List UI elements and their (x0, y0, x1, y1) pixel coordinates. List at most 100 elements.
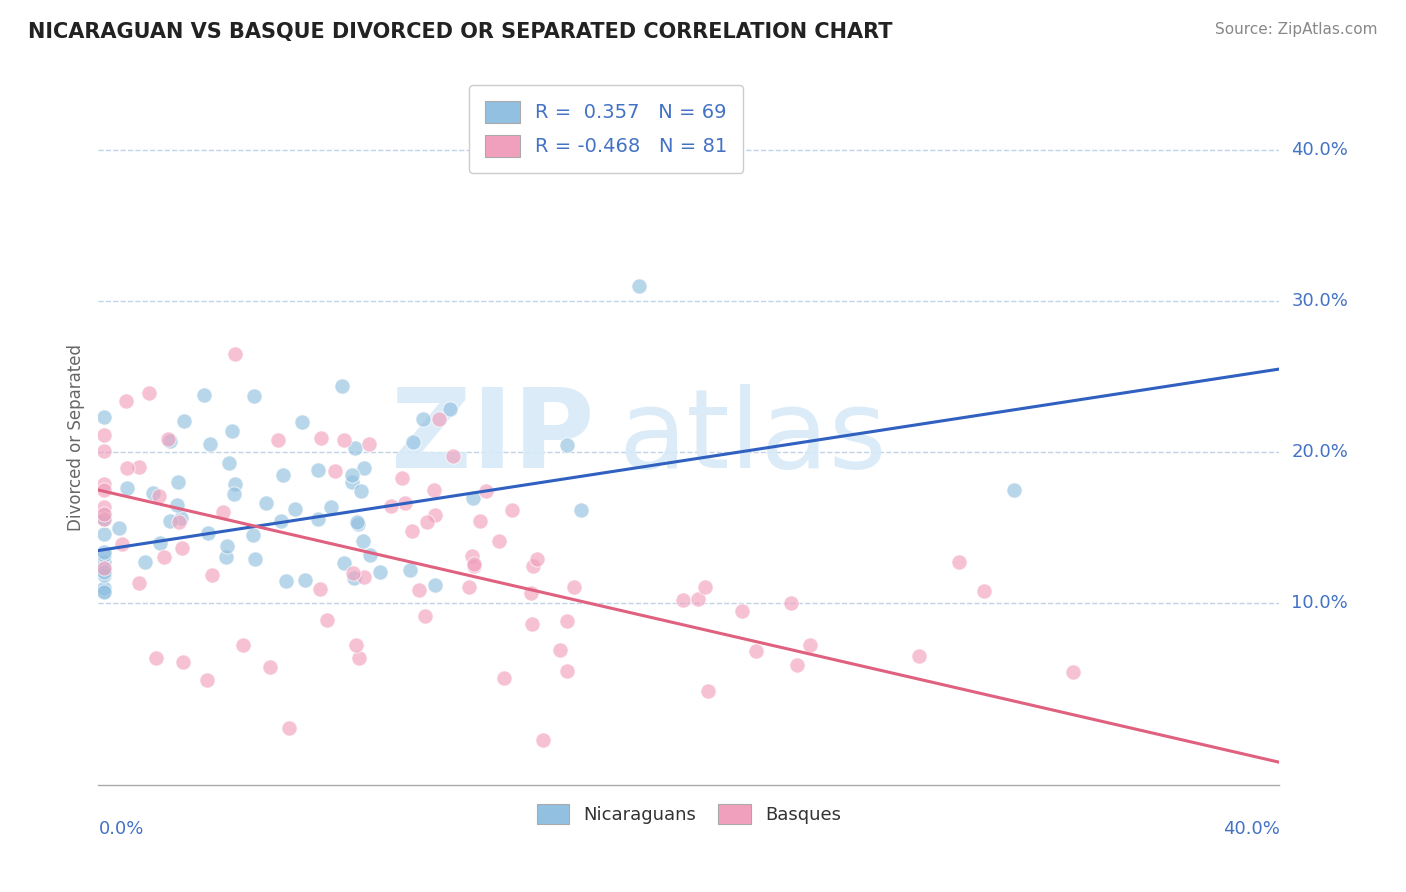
Point (458, 580, 481, 594)
Point (149, 536, 172, 550)
Point (353, 461, 375, 475)
Text: ZIP: ZIP (391, 384, 595, 491)
Text: NICARAGUAN VS BASQUE DIVORCED OR SEPARATED CORRELATION CHART: NICARAGUAN VS BASQUE DIVORCED OR SEPARAT… (28, 22, 893, 42)
Point (93, 409, 115, 424)
Point (167, 515, 190, 529)
Point (148, 489, 170, 503)
Point (93, 508, 115, 523)
Point (531, 732, 554, 747)
Point (159, 514, 181, 528)
Point (488, 534, 510, 549)
Point (134, 555, 156, 569)
Point (344, 639, 367, 653)
Point (731, 604, 754, 618)
Point (93, 555, 115, 569)
Y-axis label: Divorced or Separated: Divorced or Separated (66, 343, 84, 531)
Point (323, 464, 346, 478)
Point (93, 507, 115, 521)
Point (368, 565, 391, 579)
Point (138, 386, 160, 401)
Point (332, 434, 354, 448)
Point (201, 567, 224, 582)
Point (159, 434, 181, 449)
Point (412, 412, 434, 426)
Point (745, 644, 768, 658)
Point (308, 582, 330, 597)
Point (157, 432, 180, 446)
Point (93, 500, 115, 514)
Point (350, 484, 373, 499)
Point (693, 580, 716, 594)
Point (461, 549, 484, 563)
Point (413, 608, 436, 623)
Point (170, 541, 193, 556)
Point (423, 578, 446, 592)
Point (93, 512, 115, 526)
Point (342, 566, 364, 581)
Point (526, 552, 548, 566)
Point (93, 526, 115, 541)
Point (948, 555, 970, 569)
Point (780, 597, 803, 611)
Point (93, 545, 115, 559)
Legend: Nicaraguans, Basques: Nicaraguans, Basques (530, 797, 848, 831)
Point (463, 557, 485, 571)
Point (786, 658, 808, 673)
Point (93, 584, 115, 599)
Point (555, 438, 578, 452)
Point (569, 503, 592, 517)
Point (254, 496, 277, 510)
Point (501, 503, 523, 517)
Text: 30.0%: 30.0% (1291, 292, 1348, 310)
Point (307, 512, 329, 526)
Point (342, 468, 364, 483)
Point (115, 394, 138, 409)
Point (468, 514, 491, 528)
Point (688, 591, 710, 606)
Point (224, 347, 246, 361)
Point (555, 664, 578, 678)
Point (352, 533, 374, 548)
Point (439, 401, 461, 416)
Point (307, 463, 329, 477)
Point (330, 379, 353, 393)
Point (93, 483, 115, 497)
Point (271, 468, 294, 483)
Point (423, 508, 446, 522)
Point (215, 539, 238, 553)
Point (799, 638, 821, 652)
Point (111, 537, 134, 551)
Point (243, 551, 266, 566)
Point (284, 502, 307, 516)
Point (259, 660, 281, 674)
Point (93, 427, 115, 442)
Point (218, 456, 240, 470)
Point (696, 683, 718, 698)
Point (93, 562, 115, 576)
Text: 40.0%: 40.0% (1223, 820, 1279, 838)
Point (340, 475, 363, 490)
Point (166, 498, 188, 512)
Point (422, 483, 444, 498)
Point (93, 581, 115, 595)
Point (562, 581, 585, 595)
Point (427, 412, 450, 426)
Point (142, 486, 165, 500)
Point (93, 561, 115, 575)
Point (278, 721, 301, 735)
Point (93, 583, 115, 598)
Point (343, 571, 366, 585)
Point (242, 389, 264, 403)
Point (522, 558, 544, 573)
Point (402, 434, 425, 449)
Point (343, 442, 366, 456)
Point (415, 515, 437, 529)
Point (316, 613, 339, 627)
Point (167, 475, 190, 489)
Point (224, 476, 246, 491)
Point (520, 616, 543, 631)
Point (128, 460, 150, 475)
Point (128, 576, 150, 591)
Point (93, 548, 115, 562)
Point (153, 549, 176, 564)
